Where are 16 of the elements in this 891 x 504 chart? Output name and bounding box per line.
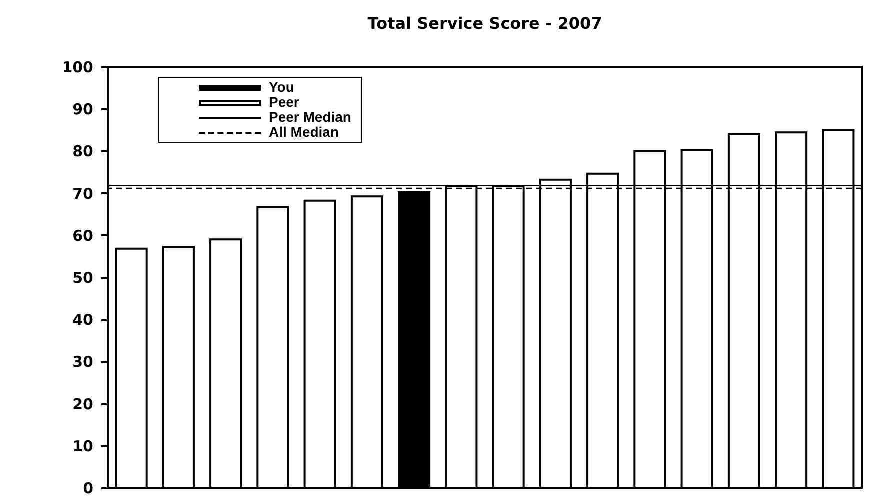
y-tick-label: 80 bbox=[72, 142, 94, 161]
y-tick-label: 100 bbox=[62, 58, 94, 76]
y-tick-label: 30 bbox=[72, 353, 94, 372]
legend-label: Peer bbox=[269, 94, 300, 110]
y-tick-label: 10 bbox=[72, 437, 94, 456]
y-tick-label: 50 bbox=[72, 269, 94, 287]
y-tick-label: 90 bbox=[72, 100, 94, 119]
y-tick-label: 40 bbox=[72, 311, 94, 330]
chart-title: Total Service Score - 2007 bbox=[368, 14, 602, 33]
y-tick-label: 70 bbox=[72, 184, 94, 203]
y-tick-label: 60 bbox=[72, 226, 94, 245]
legend-label: You bbox=[269, 79, 294, 95]
y-tick-label: 20 bbox=[72, 395, 94, 414]
y-tick-label: 0 bbox=[83, 480, 94, 498]
legend-label: All Median bbox=[269, 124, 340, 140]
legend-label: Peer Median bbox=[269, 109, 352, 125]
